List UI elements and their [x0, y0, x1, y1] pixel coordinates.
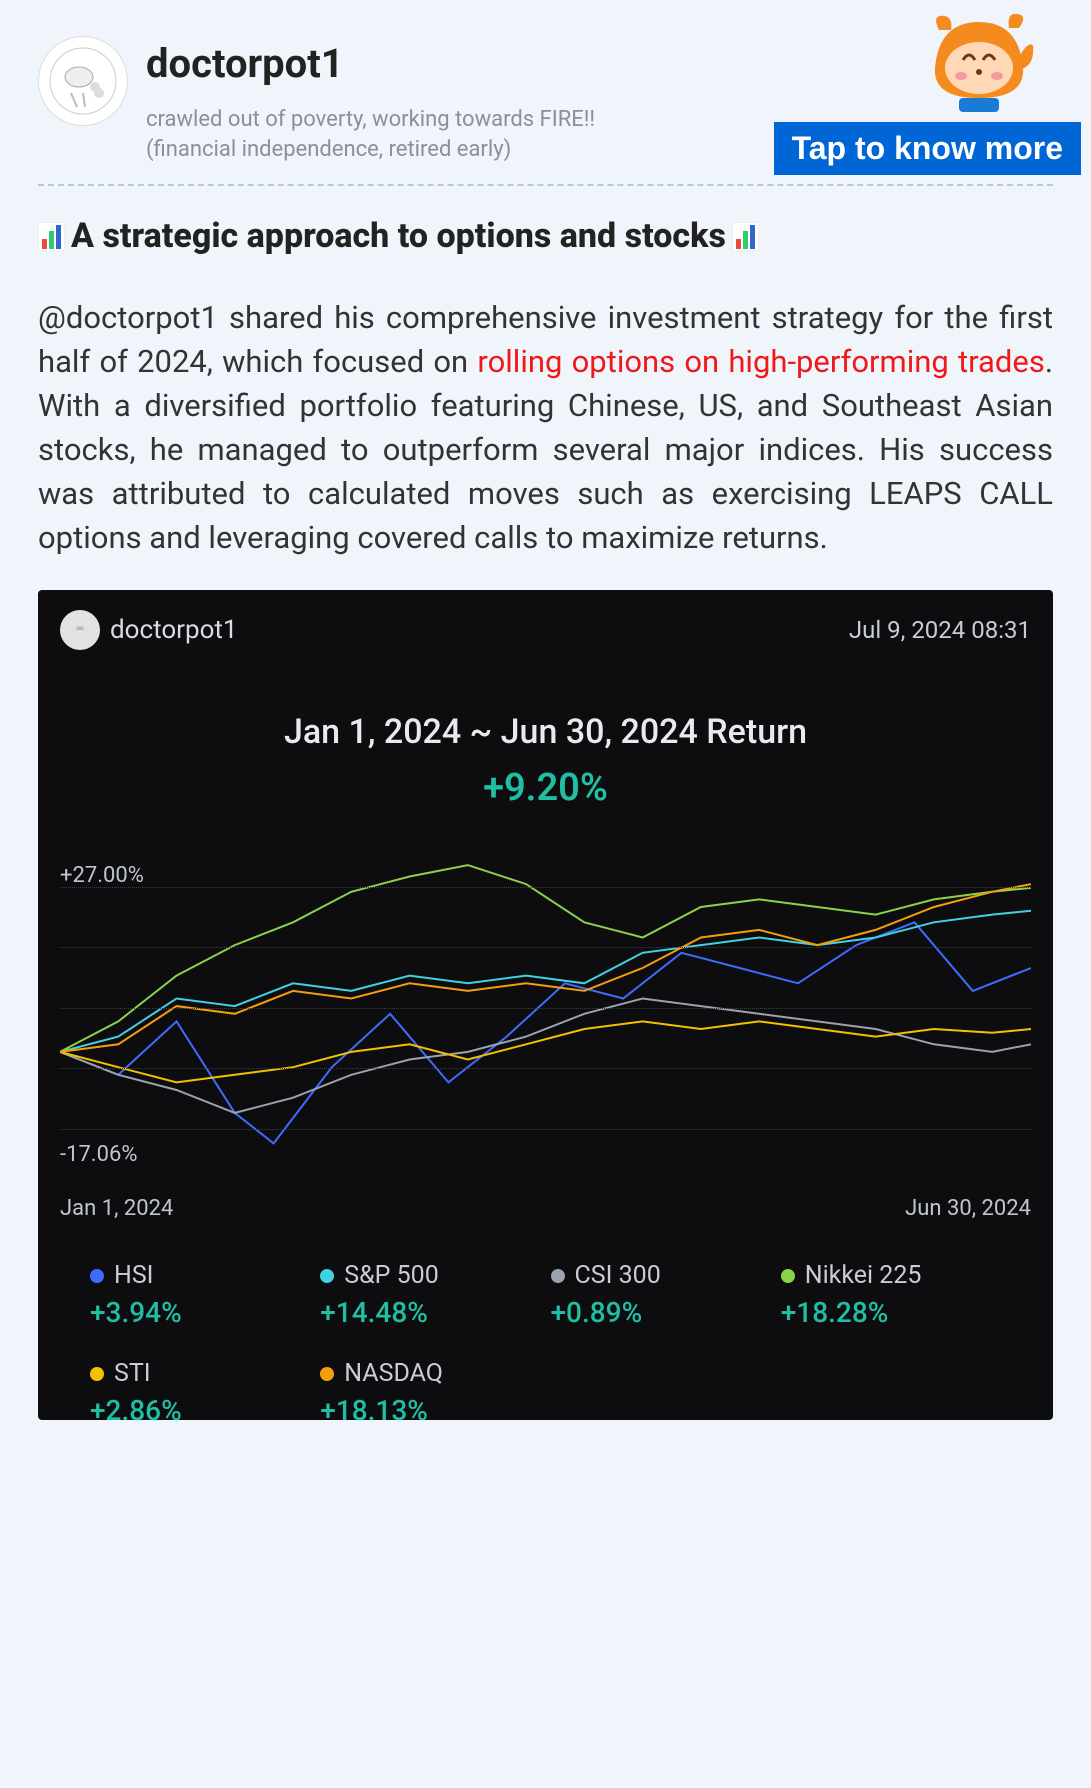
chart-username: doctorpot1: [110, 615, 238, 645]
legend-label: NASDAQ: [320, 1359, 540, 1388]
bar-chart-icon: [38, 222, 65, 251]
legend-dot-icon: [781, 1269, 795, 1283]
legend-value: +14.48%: [320, 1296, 540, 1329]
chart-header: doctorpot1 Jul 9, 2024 08:31: [60, 610, 1031, 650]
body-highlight: rolling options on high-performing trade…: [477, 343, 1044, 380]
x-axis-labels: Jan 1, 2024 Jun 30, 2024: [60, 1196, 1031, 1221]
legend-name: STI: [114, 1359, 151, 1388]
chart-user[interactable]: doctorpot1: [60, 610, 238, 650]
avatar-image-icon: [49, 47, 117, 115]
grid-line: [60, 1068, 1031, 1069]
grid-line: [60, 1129, 1031, 1130]
series-line-nasdaq: [60, 885, 1031, 1053]
profile-text: doctorpot1 crawled out of poverty, worki…: [146, 36, 595, 164]
series-line-csi-300: [60, 999, 1031, 1113]
x-end-label: Jun 30, 2024: [905, 1196, 1031, 1221]
legend-name: HSI: [114, 1261, 153, 1290]
y-min-label: -17.06%: [60, 1142, 137, 1167]
legend-item-hsi[interactable]: HSI +3.94%: [90, 1261, 310, 1329]
article-title: A strategic approach to options and stoc…: [38, 216, 1053, 256]
legend-dot-icon: [551, 1269, 565, 1283]
y-max-label: +27.00%: [60, 863, 144, 888]
legend-name: S&P 500: [344, 1261, 439, 1290]
chart-legend: HSI +3.94% S&P 500 +14.48% CSI 300 +0.89% Nikk…: [60, 1261, 1031, 1427]
article: A strategic approach to options and stoc…: [0, 186, 1091, 560]
legend-item-sti[interactable]: STI +2.86%: [90, 1359, 310, 1427]
legend-dot-icon: [320, 1367, 334, 1381]
grid-line: [60, 887, 1031, 888]
series-line-hsi: [60, 923, 1031, 1144]
bio: crawled out of poverty, working towards …: [146, 105, 595, 164]
chart-title: Jan 1, 2024 ~ Jun 30, 2024 Return: [60, 712, 1031, 752]
tap-to-know-more-button[interactable]: Tap to know more: [774, 122, 1081, 175]
legend-value: +2.86%: [90, 1394, 310, 1427]
legend-dot-icon: [320, 1269, 334, 1283]
legend-name: CSI 300: [575, 1261, 661, 1290]
legend-item-s-p-500[interactable]: S&P 500 +14.48%: [320, 1261, 540, 1329]
legend-label: HSI: [90, 1261, 310, 1290]
legend-name: Nikkei 225: [805, 1261, 922, 1290]
grid-line: [60, 947, 1031, 948]
legend-name: NASDAQ: [344, 1359, 443, 1388]
chart-area: +27.00% -17.06%: [60, 846, 1031, 1182]
mascot-icon: [919, 10, 1039, 120]
bio-line-2: (financial independence, retired early): [146, 135, 595, 165]
username[interactable]: doctorpot1: [146, 40, 595, 87]
chart-avatar-icon: [60, 610, 100, 650]
legend-value: +3.94%: [90, 1296, 310, 1329]
legend-dot-icon: [90, 1367, 104, 1381]
legend-dot-icon: [90, 1269, 104, 1283]
grid-line: [60, 1008, 1031, 1009]
chart-svg: [60, 846, 1031, 1182]
bar-chart-icon: [732, 222, 759, 251]
legend-value: +0.89%: [551, 1296, 771, 1329]
legend-label: S&P 500: [320, 1261, 540, 1290]
legend-label: CSI 300: [551, 1261, 771, 1290]
legend-value: +18.13%: [320, 1394, 540, 1427]
avatar[interactable]: [38, 36, 128, 126]
legend-label: Nikkei 225: [781, 1261, 1001, 1290]
legend-value: +18.28%: [781, 1296, 1001, 1329]
x-start-label: Jan 1, 2024: [60, 1196, 173, 1221]
series-line-nikkei-225: [60, 866, 1031, 1053]
legend-label: STI: [90, 1359, 310, 1388]
chart-overall-return: +9.20%: [60, 766, 1031, 810]
legend-item-nikkei-225[interactable]: Nikkei 225 +18.28%: [781, 1261, 1001, 1329]
chart-card: doctorpot1 Jul 9, 2024 08:31 Jan 1, 2024…: [38, 590, 1053, 1420]
profile-card: doctorpot1 crawled out of poverty, worki…: [0, 0, 1091, 184]
article-title-text: A strategic approach to options and stoc…: [71, 216, 726, 256]
chart-timestamp: Jul 9, 2024 08:31: [849, 616, 1031, 644]
article-body: @doctorpot1 shared his comprehensive inv…: [38, 296, 1053, 560]
bio-line-1: crawled out of poverty, working towards …: [146, 105, 595, 135]
legend-item-csi-300[interactable]: CSI 300 +0.89%: [551, 1261, 771, 1329]
legend-item-nasdaq[interactable]: NASDAQ +18.13%: [320, 1359, 540, 1427]
